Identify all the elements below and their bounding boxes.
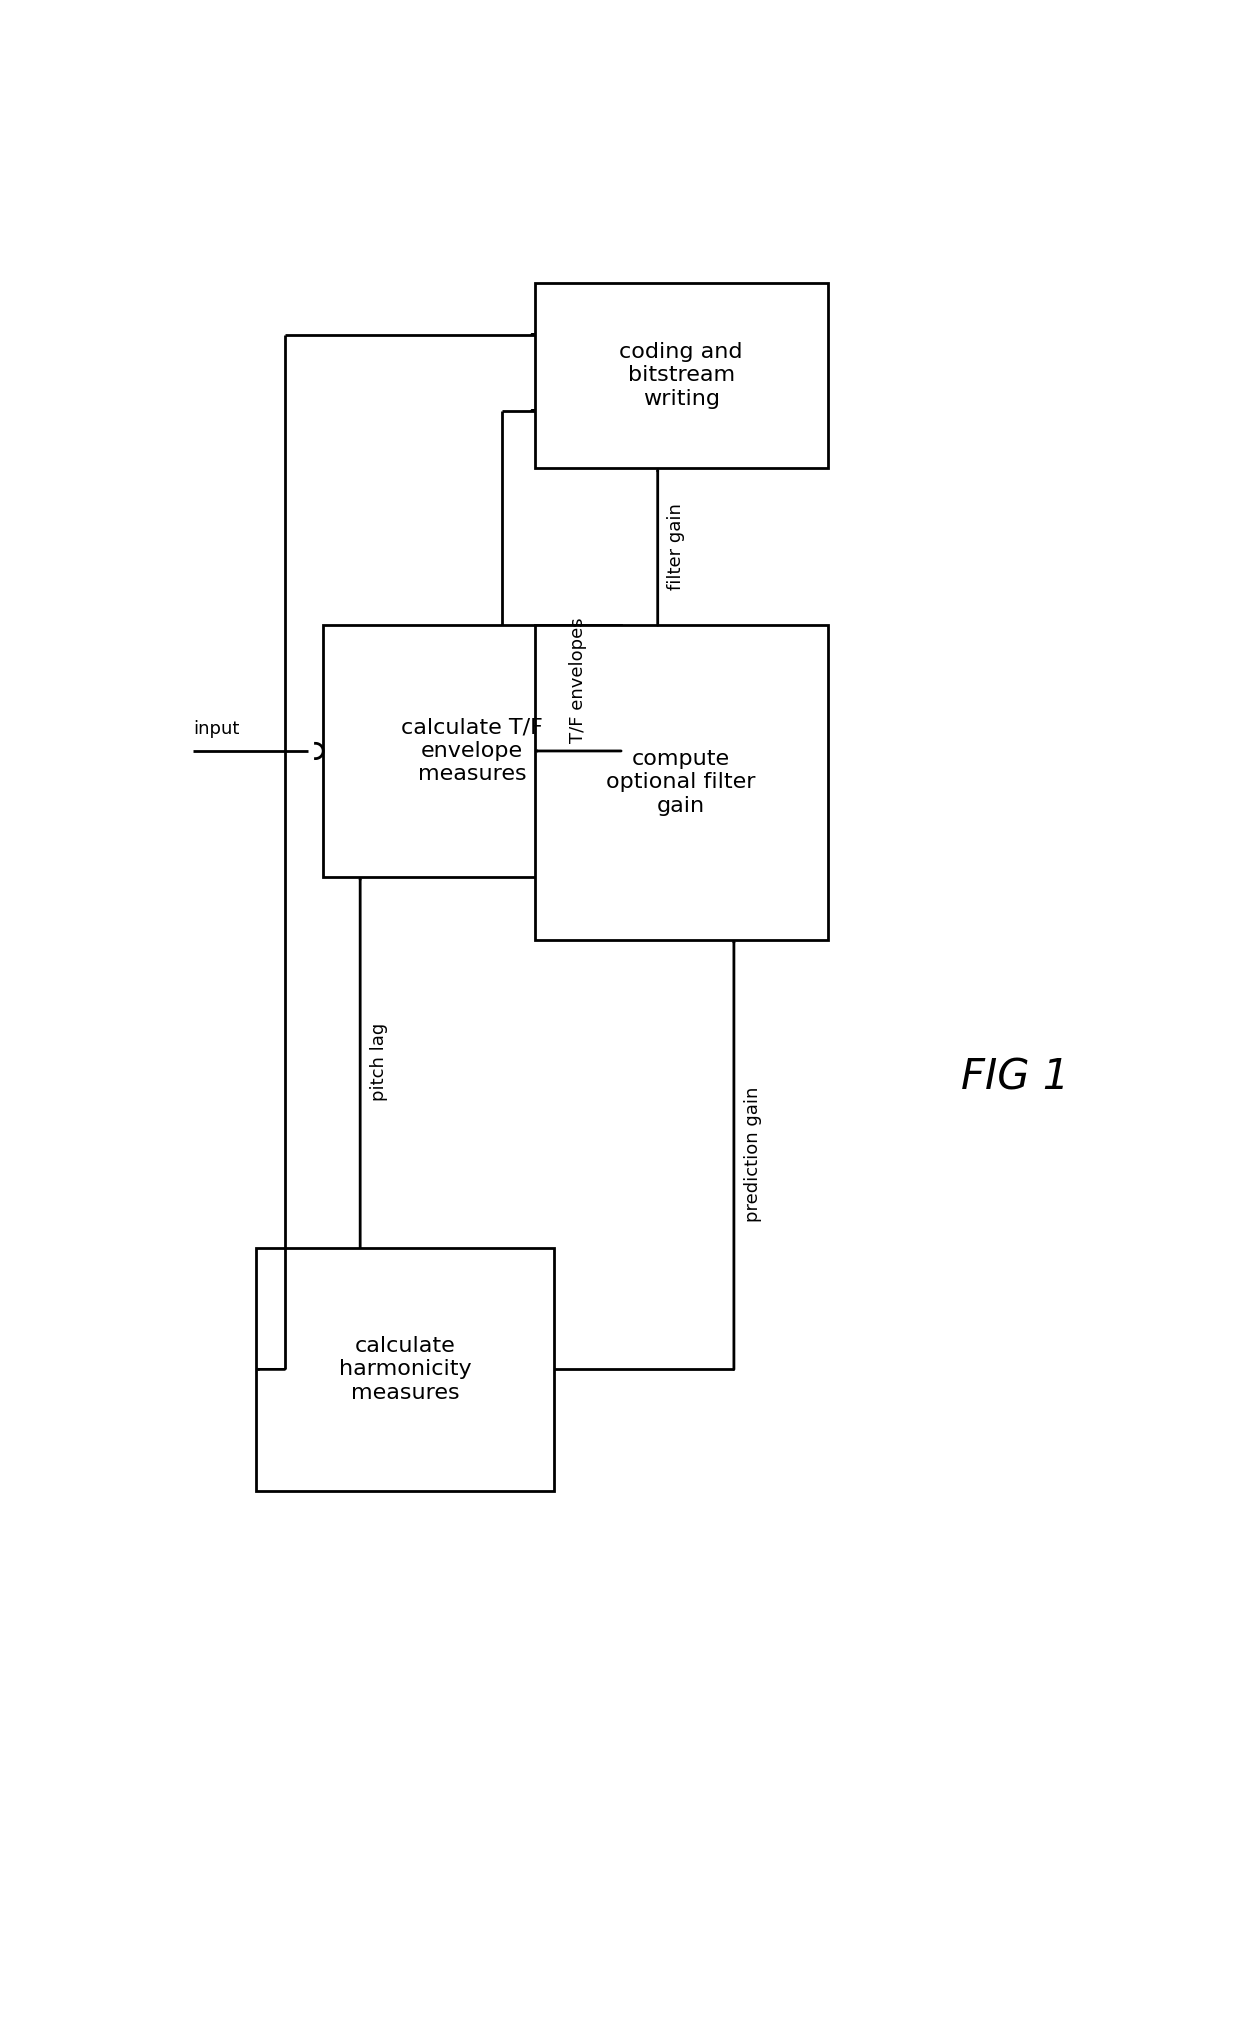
Bar xyxy=(255,1247,554,1492)
Text: pitch lag: pitch lag xyxy=(370,1023,388,1102)
Text: calculate T/F
envelope
measures: calculate T/F envelope measures xyxy=(402,718,543,784)
Text: compute
optional filter
gain: compute optional filter gain xyxy=(606,749,756,816)
Bar xyxy=(534,625,828,939)
Text: coding and
bitstream
writing: coding and bitstream writing xyxy=(620,343,743,408)
Text: FIG 1: FIG 1 xyxy=(961,1057,1069,1098)
Text: filter gain: filter gain xyxy=(667,504,686,590)
Bar xyxy=(534,282,828,467)
Text: calculate
harmonicity
measures: calculate harmonicity measures xyxy=(339,1337,471,1402)
Text: prediction gain: prediction gain xyxy=(744,1086,761,1223)
Text: input: input xyxy=(193,720,239,739)
Bar xyxy=(324,625,621,878)
Text: T/F envelopes: T/F envelopes xyxy=(569,618,587,743)
